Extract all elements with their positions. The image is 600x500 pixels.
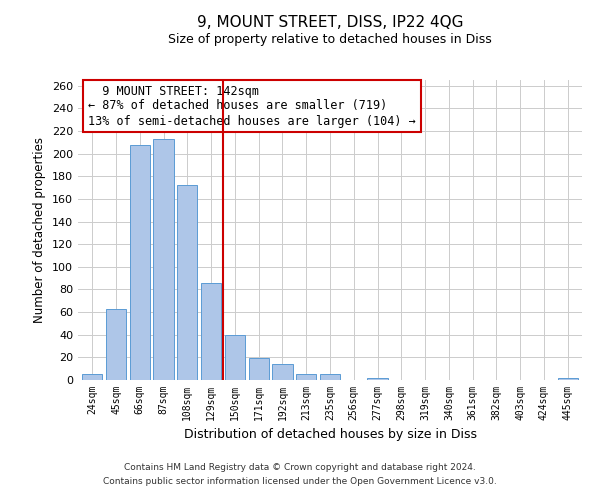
Bar bbox=[130, 144, 150, 380]
Bar bbox=[177, 186, 197, 380]
Bar bbox=[367, 378, 388, 380]
Bar bbox=[82, 374, 103, 380]
Bar bbox=[248, 358, 269, 380]
Text: 9 MOUNT STREET: 142sqm
← 87% of detached houses are smaller (719)
13% of semi-de: 9 MOUNT STREET: 142sqm ← 87% of detached… bbox=[88, 84, 416, 128]
Bar bbox=[296, 374, 316, 380]
Bar bbox=[225, 334, 245, 380]
Text: Contains public sector information licensed under the Open Government Licence v3: Contains public sector information licen… bbox=[103, 477, 497, 486]
Bar bbox=[557, 378, 578, 380]
Text: 9, MOUNT STREET, DISS, IP22 4QG: 9, MOUNT STREET, DISS, IP22 4QG bbox=[197, 15, 463, 30]
Text: Contains HM Land Registry data © Crown copyright and database right 2024.: Contains HM Land Registry data © Crown c… bbox=[124, 464, 476, 472]
Y-axis label: Number of detached properties: Number of detached properties bbox=[34, 137, 46, 323]
Bar bbox=[106, 308, 126, 380]
X-axis label: Distribution of detached houses by size in Diss: Distribution of detached houses by size … bbox=[184, 428, 476, 442]
Bar bbox=[272, 364, 293, 380]
Bar bbox=[201, 282, 221, 380]
Bar bbox=[320, 374, 340, 380]
Text: Size of property relative to detached houses in Diss: Size of property relative to detached ho… bbox=[168, 32, 492, 46]
Bar bbox=[154, 139, 173, 380]
